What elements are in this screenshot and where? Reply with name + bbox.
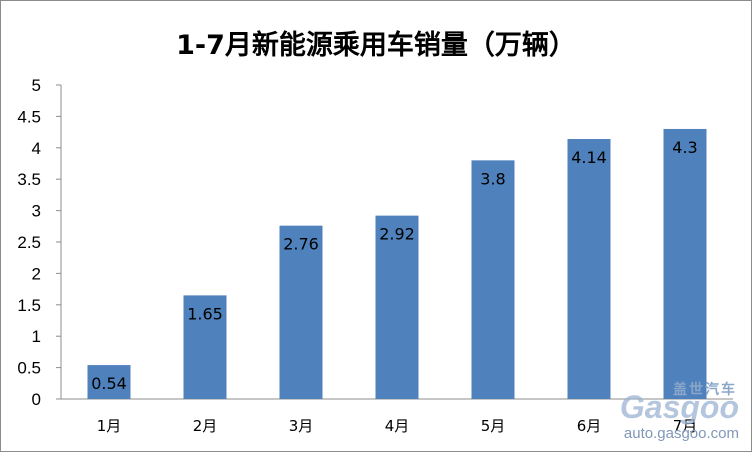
x-tick-label: 6月	[577, 417, 602, 435]
y-tick-label: 4.5	[17, 107, 41, 126]
bar	[87, 365, 131, 399]
y-tick-label: 2	[32, 264, 41, 283]
y-tick-label: 2.5	[17, 233, 41, 252]
bar-data-label: 3.8	[480, 169, 505, 188]
bar	[471, 160, 515, 399]
y-tick-label: 5	[32, 76, 41, 95]
x-tick-label: 1月	[97, 417, 122, 435]
x-tick-label: 3月	[289, 417, 314, 435]
bar	[663, 128, 707, 399]
y-tick-label: 4	[32, 139, 41, 158]
bar-data-label: 4.3	[672, 138, 697, 157]
y-tick-label: 0.5	[17, 359, 41, 378]
bar-data-label: 2.76	[283, 235, 319, 254]
y-tick-label: 3	[32, 202, 41, 221]
bar	[279, 225, 323, 399]
y-tick-label: 1	[32, 327, 41, 346]
x-tick-label: 4月	[385, 417, 410, 435]
bar-data-label: 4.14	[571, 148, 607, 167]
bar-data-label: 2.92	[379, 225, 415, 244]
watermark-brand: Gasgoo	[619, 389, 739, 425]
watermark-url: auto.gasgoo.com	[623, 425, 739, 442]
y-tick-label: 0	[32, 390, 41, 409]
y-tick-label: 3.5	[17, 170, 41, 189]
bar	[567, 139, 611, 399]
gasgoo-watermark-logo: 盖世汽车 Gasgoo auto.gasgoo.com	[593, 379, 743, 447]
x-tick-label: 2月	[193, 417, 218, 435]
x-tick-label: 5月	[481, 417, 506, 435]
y-tick-label: 1.5	[17, 296, 41, 315]
bar-data-label: 1.65	[187, 304, 223, 323]
bar	[183, 295, 227, 399]
watermark-chinese: 盖世汽车	[673, 382, 737, 398]
x-tick-label: 7月	[673, 417, 698, 435]
chart-title: 1-7月新能源乘用车销量（万辆）	[176, 30, 576, 61]
bar	[375, 215, 419, 399]
bar-data-label: 0.54	[91, 374, 127, 393]
